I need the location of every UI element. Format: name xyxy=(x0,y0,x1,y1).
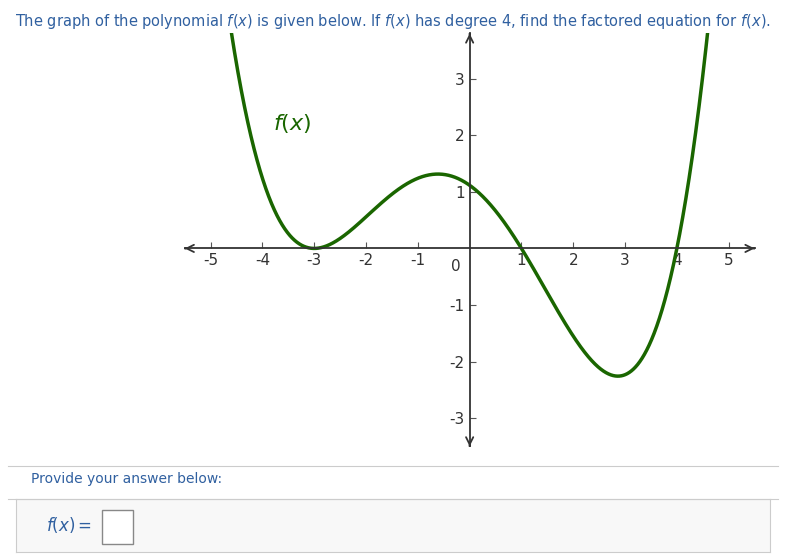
Text: $\mathit{f(x)}$: $\mathit{f(x)}$ xyxy=(273,112,311,134)
Text: Provide your answer below:: Provide your answer below: xyxy=(31,472,222,485)
Text: 0: 0 xyxy=(450,258,461,273)
Text: The graph of the polynomial $\mathit{f(x)}$ is given below. If $\mathit{f(x)}$ h: The graph of the polynomial $\mathit{f(x… xyxy=(15,12,771,31)
FancyBboxPatch shape xyxy=(102,510,133,545)
Text: $f(x) =$: $f(x) =$ xyxy=(46,515,92,535)
